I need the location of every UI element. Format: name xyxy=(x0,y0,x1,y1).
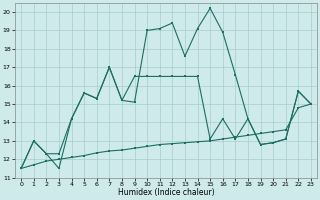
X-axis label: Humidex (Indice chaleur): Humidex (Indice chaleur) xyxy=(118,188,214,197)
